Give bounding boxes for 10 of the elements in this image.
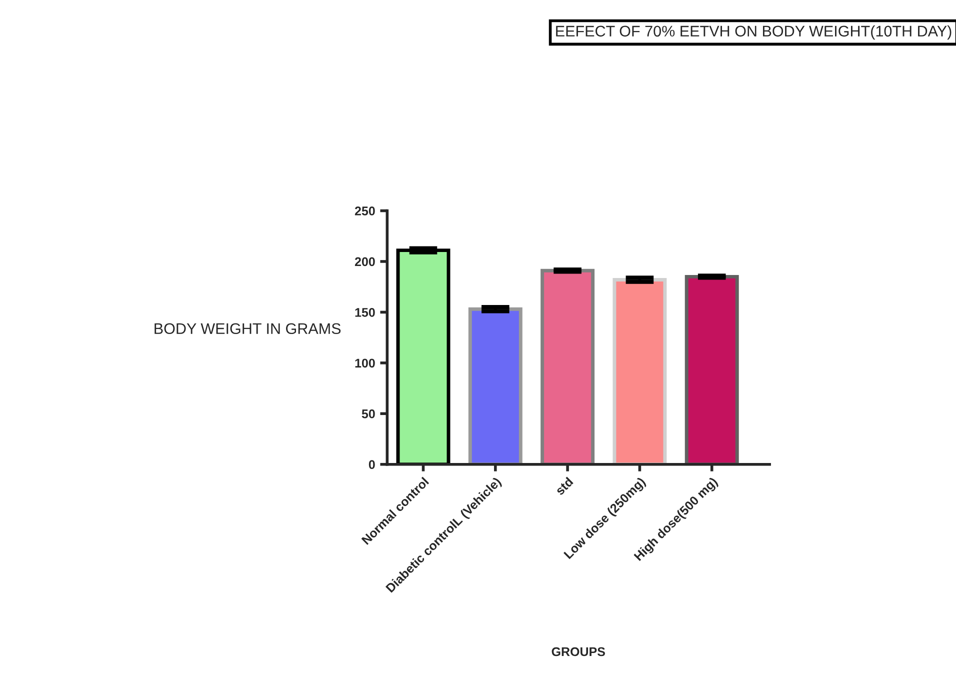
y-tick-label: 100 xyxy=(355,358,375,368)
x-tick-label: std xyxy=(554,476,574,496)
y-tick-label: 0 xyxy=(368,460,375,470)
x-axis-title: GROUPS xyxy=(552,647,605,656)
y-tick-label: 200 xyxy=(354,257,375,266)
chart-title: EEFECT OF 70% EETVH ON BODY WEIGHT(10TH DAY) xyxy=(556,25,952,40)
y-tick-label: 50 xyxy=(362,409,375,418)
y-tick-label: 150 xyxy=(355,308,375,317)
y-axis-title: BODY WEIGHT IN GRAMS xyxy=(154,323,341,334)
y-tick-label: 250 xyxy=(354,206,375,216)
